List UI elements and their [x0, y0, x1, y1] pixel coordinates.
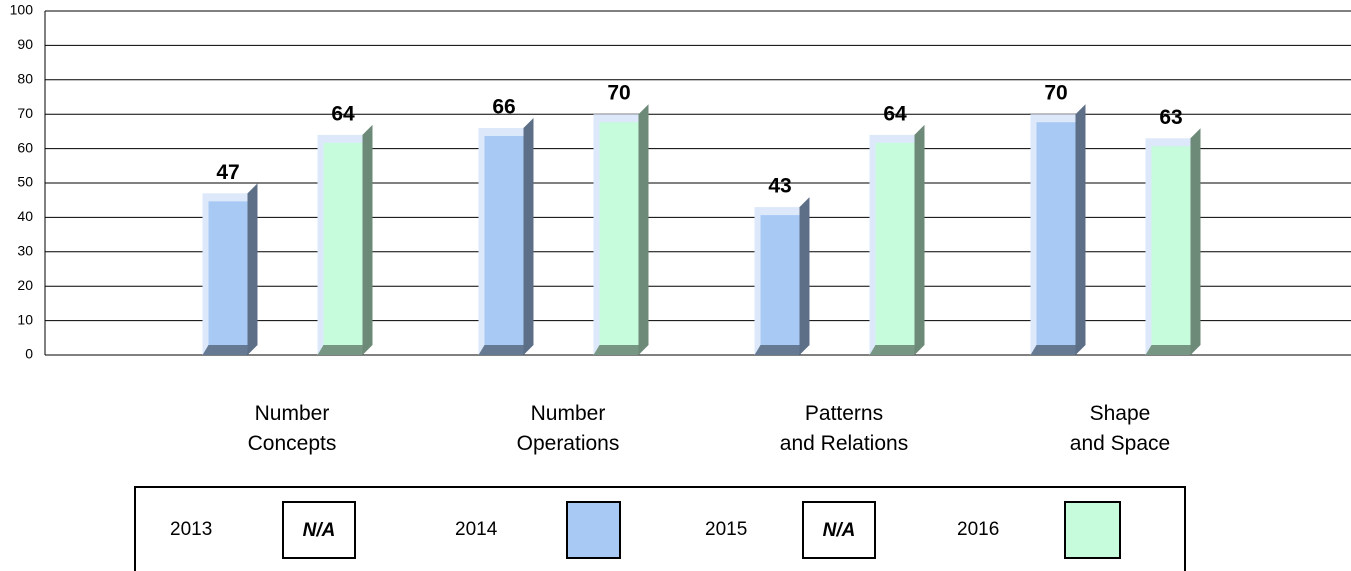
y-tick-label: 20 — [17, 277, 33, 293]
y-tick-label: 10 — [17, 311, 33, 327]
bar-face — [208, 201, 248, 355]
legend-label: 2013 — [170, 519, 212, 540]
y-tick-label: 100 — [10, 2, 34, 18]
x-tick-label: Number Concepts — [247, 402, 337, 455]
bar-side — [523, 117, 534, 356]
y-tick-label: 30 — [17, 243, 33, 259]
legend-swatch — [566, 501, 621, 559]
bar-base — [1030, 345, 1076, 355]
bar — [1030, 104, 1086, 355]
legend-label: 2015 — [705, 519, 747, 540]
legend-label: 2016 — [957, 519, 999, 540]
bar — [1145, 128, 1201, 355]
x-tick-label: Number Operations — [516, 402, 620, 455]
y-tick-label: 60 — [17, 139, 33, 155]
data-label: 70 — [1044, 82, 1067, 105]
bar-base — [317, 345, 363, 355]
y-tick-label: 40 — [17, 208, 33, 224]
x-tick-label: Shape and Space — [1069, 402, 1171, 455]
bar-base — [754, 345, 800, 355]
data-label: 47 — [216, 161, 239, 184]
bar-side — [799, 197, 810, 355]
bar-side — [362, 124, 373, 355]
y-tick-label: 70 — [17, 105, 33, 121]
bar — [478, 117, 534, 356]
bar-base — [202, 345, 248, 355]
data-label: 43 — [768, 175, 791, 198]
data-label: 70 — [607, 82, 630, 105]
bar-side — [247, 183, 258, 355]
bar-face — [760, 215, 800, 355]
bar-side — [1075, 104, 1086, 355]
bar-side — [1190, 128, 1201, 355]
legend-swatch — [802, 501, 876, 559]
bar-base — [478, 345, 524, 355]
bar-face — [1151, 146, 1191, 355]
data-label: 64 — [331, 102, 355, 125]
y-tick-label: 90 — [17, 36, 33, 52]
bar-face — [1036, 122, 1076, 355]
bar-base — [869, 345, 915, 355]
bar-face — [484, 135, 524, 355]
data-label: 64 — [883, 102, 907, 125]
bar-base — [593, 345, 639, 355]
data-label: 66 — [492, 96, 515, 119]
bar — [593, 104, 649, 355]
y-tick-label: 0 — [25, 346, 33, 362]
bar-face — [599, 122, 639, 355]
bar-side — [914, 124, 925, 355]
bar-face — [323, 142, 363, 355]
legend-na: N/A — [303, 520, 336, 541]
legend-swatch — [1064, 501, 1121, 559]
x-tick-label: Patterns and Relations — [779, 402, 909, 455]
y-tick-label: 50 — [17, 174, 33, 190]
bar-face — [875, 142, 915, 355]
y-tick-label: 80 — [17, 71, 33, 87]
bar-base — [1145, 345, 1191, 355]
bar — [317, 124, 373, 355]
bar — [754, 197, 810, 355]
data-label: 63 — [1159, 106, 1182, 129]
bar — [869, 124, 925, 355]
legend-swatch — [282, 501, 356, 559]
bar-side — [638, 104, 649, 355]
legend-label: 2014 — [455, 519, 498, 540]
legend-na: N/A — [823, 520, 856, 541]
bar — [202, 183, 258, 355]
